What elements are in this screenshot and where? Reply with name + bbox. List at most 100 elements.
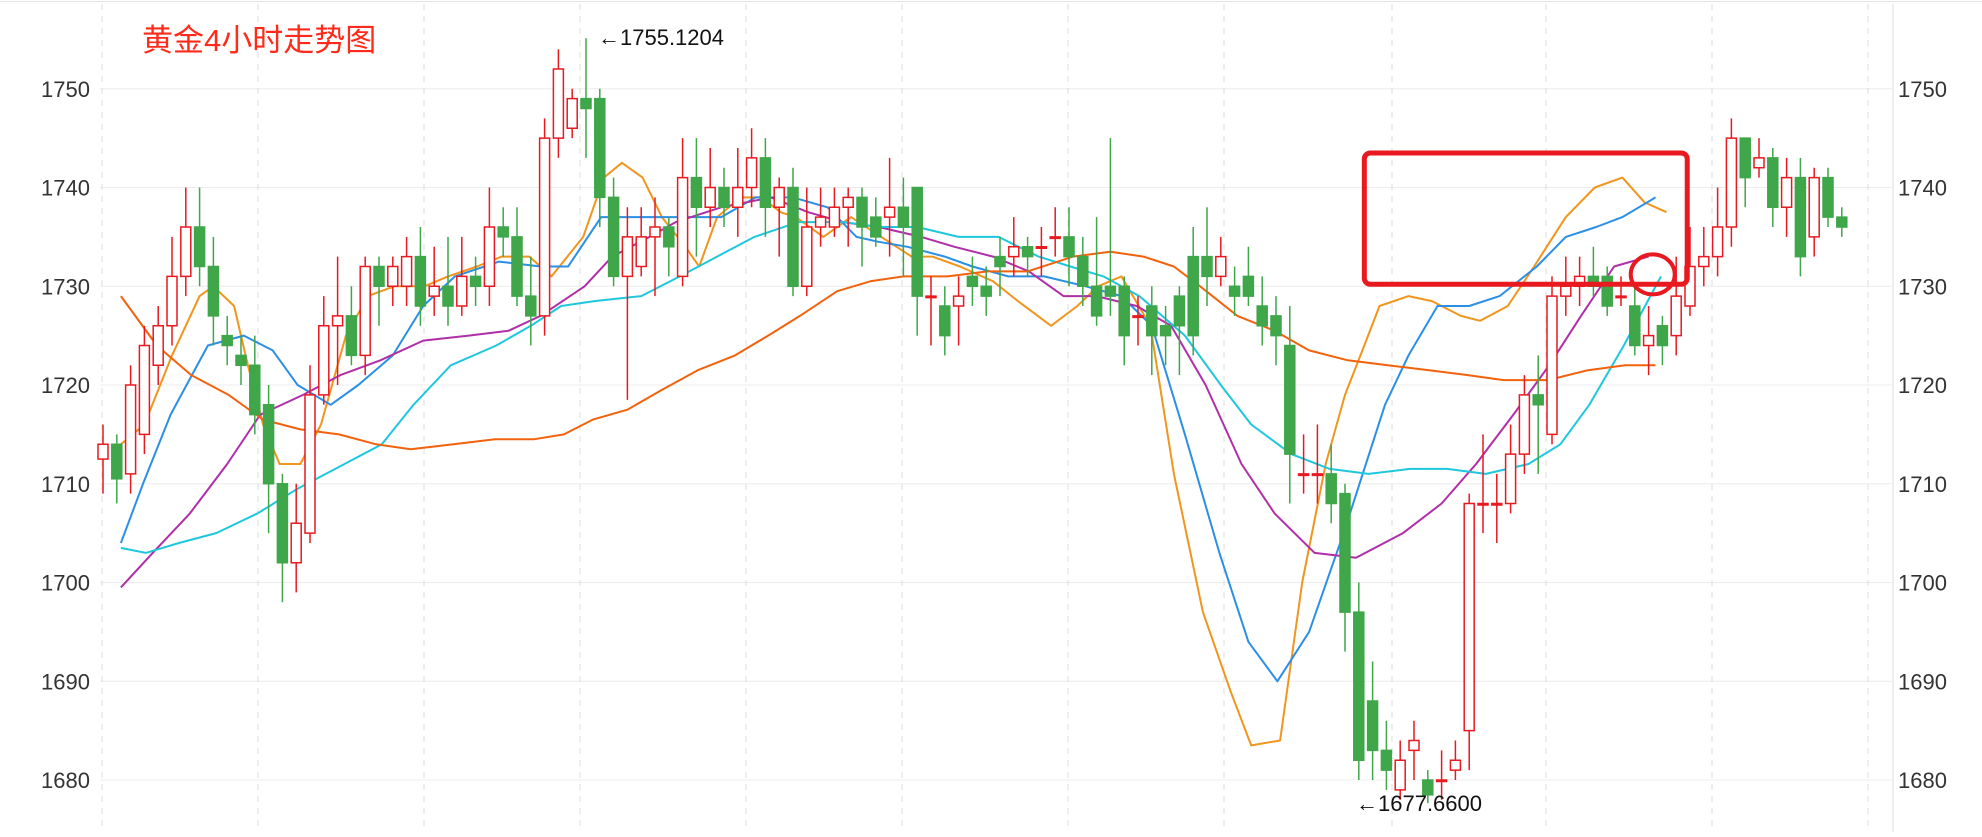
candle-body <box>152 325 164 366</box>
candle-body <box>966 275 979 287</box>
candle-body <box>745 157 758 189</box>
candle-up <box>138 325 151 455</box>
candle-body <box>1435 779 1448 783</box>
candle-body <box>883 206 896 218</box>
candle-body <box>387 265 399 287</box>
candle-down <box>1187 227 1199 356</box>
candle-body <box>1380 749 1393 771</box>
candle-body <box>566 97 578 129</box>
candle-body <box>373 265 385 287</box>
candle-body <box>414 255 427 307</box>
candle-down <box>1090 217 1103 326</box>
candle-down <box>1325 444 1337 524</box>
y-tick-label-right: 1690 <box>1898 669 1947 694</box>
moving-average-line <box>120 196 1649 589</box>
candle-body <box>1532 394 1544 406</box>
candle-body <box>1008 246 1020 258</box>
candle-up <box>704 148 716 227</box>
candle-body <box>1629 305 1641 347</box>
candle-body <box>1021 246 1034 258</box>
candle-body <box>1228 285 1241 297</box>
candle-down <box>1284 306 1296 504</box>
candle-up <box>1684 227 1696 316</box>
candle-up <box>773 177 785 257</box>
candle-body <box>1159 325 1172 337</box>
candle-body <box>773 186 785 208</box>
candle-body <box>1201 255 1213 278</box>
candle-up <box>1008 217 1020 277</box>
candle-body <box>1353 611 1365 761</box>
candle-up <box>621 207 634 400</box>
candle-down <box>759 138 772 237</box>
candle-body <box>1284 344 1296 455</box>
candle-down <box>1201 207 1213 306</box>
candle-up <box>290 483 302 593</box>
candle-body <box>538 137 551 317</box>
candle-body <box>842 196 854 208</box>
candle-body <box>1242 275 1255 297</box>
candle-down <box>1739 137 1751 208</box>
y-tick-label-right: 1720 <box>1898 373 1947 398</box>
candle-body <box>1215 255 1227 278</box>
candle-body <box>276 483 289 564</box>
highlight-circle <box>1628 252 1677 297</box>
candle-down <box>442 236 454 326</box>
candle-down <box>497 207 509 257</box>
candle-body <box>704 186 716 208</box>
candle-up <box>1132 296 1144 346</box>
candle-body <box>1132 315 1144 319</box>
candle-body <box>290 522 302 564</box>
candle-down <box>870 197 882 247</box>
candle-down <box>1656 315 1669 366</box>
candle-body <box>97 443 109 460</box>
candle-down <box>718 167 730 227</box>
candle-body <box>1822 176 1834 218</box>
candle-body <box>304 394 316 534</box>
candle-up <box>1573 256 1586 306</box>
candle-up <box>566 88 578 139</box>
candle-up <box>152 306 164 385</box>
candle-body <box>828 206 841 228</box>
candle-body <box>249 364 261 416</box>
candle-down <box>1339 483 1351 652</box>
candle-body <box>1049 236 1061 240</box>
candle-body <box>180 226 192 278</box>
candle-body <box>1711 226 1724 258</box>
candle-down <box>414 227 427 326</box>
y-tick-label-right: 1730 <box>1898 274 1947 299</box>
moving-average-line <box>119 196 1657 683</box>
candle-up <box>318 296 330 405</box>
candle-body <box>1173 295 1186 327</box>
candle-body <box>469 275 482 287</box>
candle-down <box>1173 286 1186 376</box>
candle-body <box>787 186 799 287</box>
candle-body <box>911 186 923 297</box>
candle-down <box>1532 355 1544 474</box>
y-tick-label-left: 1720 <box>41 373 90 398</box>
y-tick-label-left: 1730 <box>41 274 90 299</box>
candle-down <box>1118 276 1130 366</box>
candle-up <box>1435 750 1448 800</box>
candle-up <box>1698 227 1710 287</box>
candle-body <box>1739 137 1751 179</box>
y-tick-label-left: 1690 <box>41 669 90 694</box>
candle-down <box>580 38 592 158</box>
candle-body <box>511 236 523 297</box>
candle-body <box>1642 334 1655 347</box>
candle-body <box>318 325 330 396</box>
candle-body <box>1546 295 1558 436</box>
candle-body <box>359 265 371 357</box>
candle-down <box>1256 276 1268 346</box>
candle-body <box>1325 473 1337 505</box>
candle-up <box>1297 434 1310 494</box>
candle-down <box>663 217 675 277</box>
candle-down <box>1159 306 1172 366</box>
candle-down <box>939 286 951 356</box>
candle-body <box>1698 255 1710 268</box>
candle-body <box>552 68 565 139</box>
candle-up <box>676 138 689 287</box>
candle-body <box>1725 137 1738 228</box>
candle-down <box>690 138 703 257</box>
